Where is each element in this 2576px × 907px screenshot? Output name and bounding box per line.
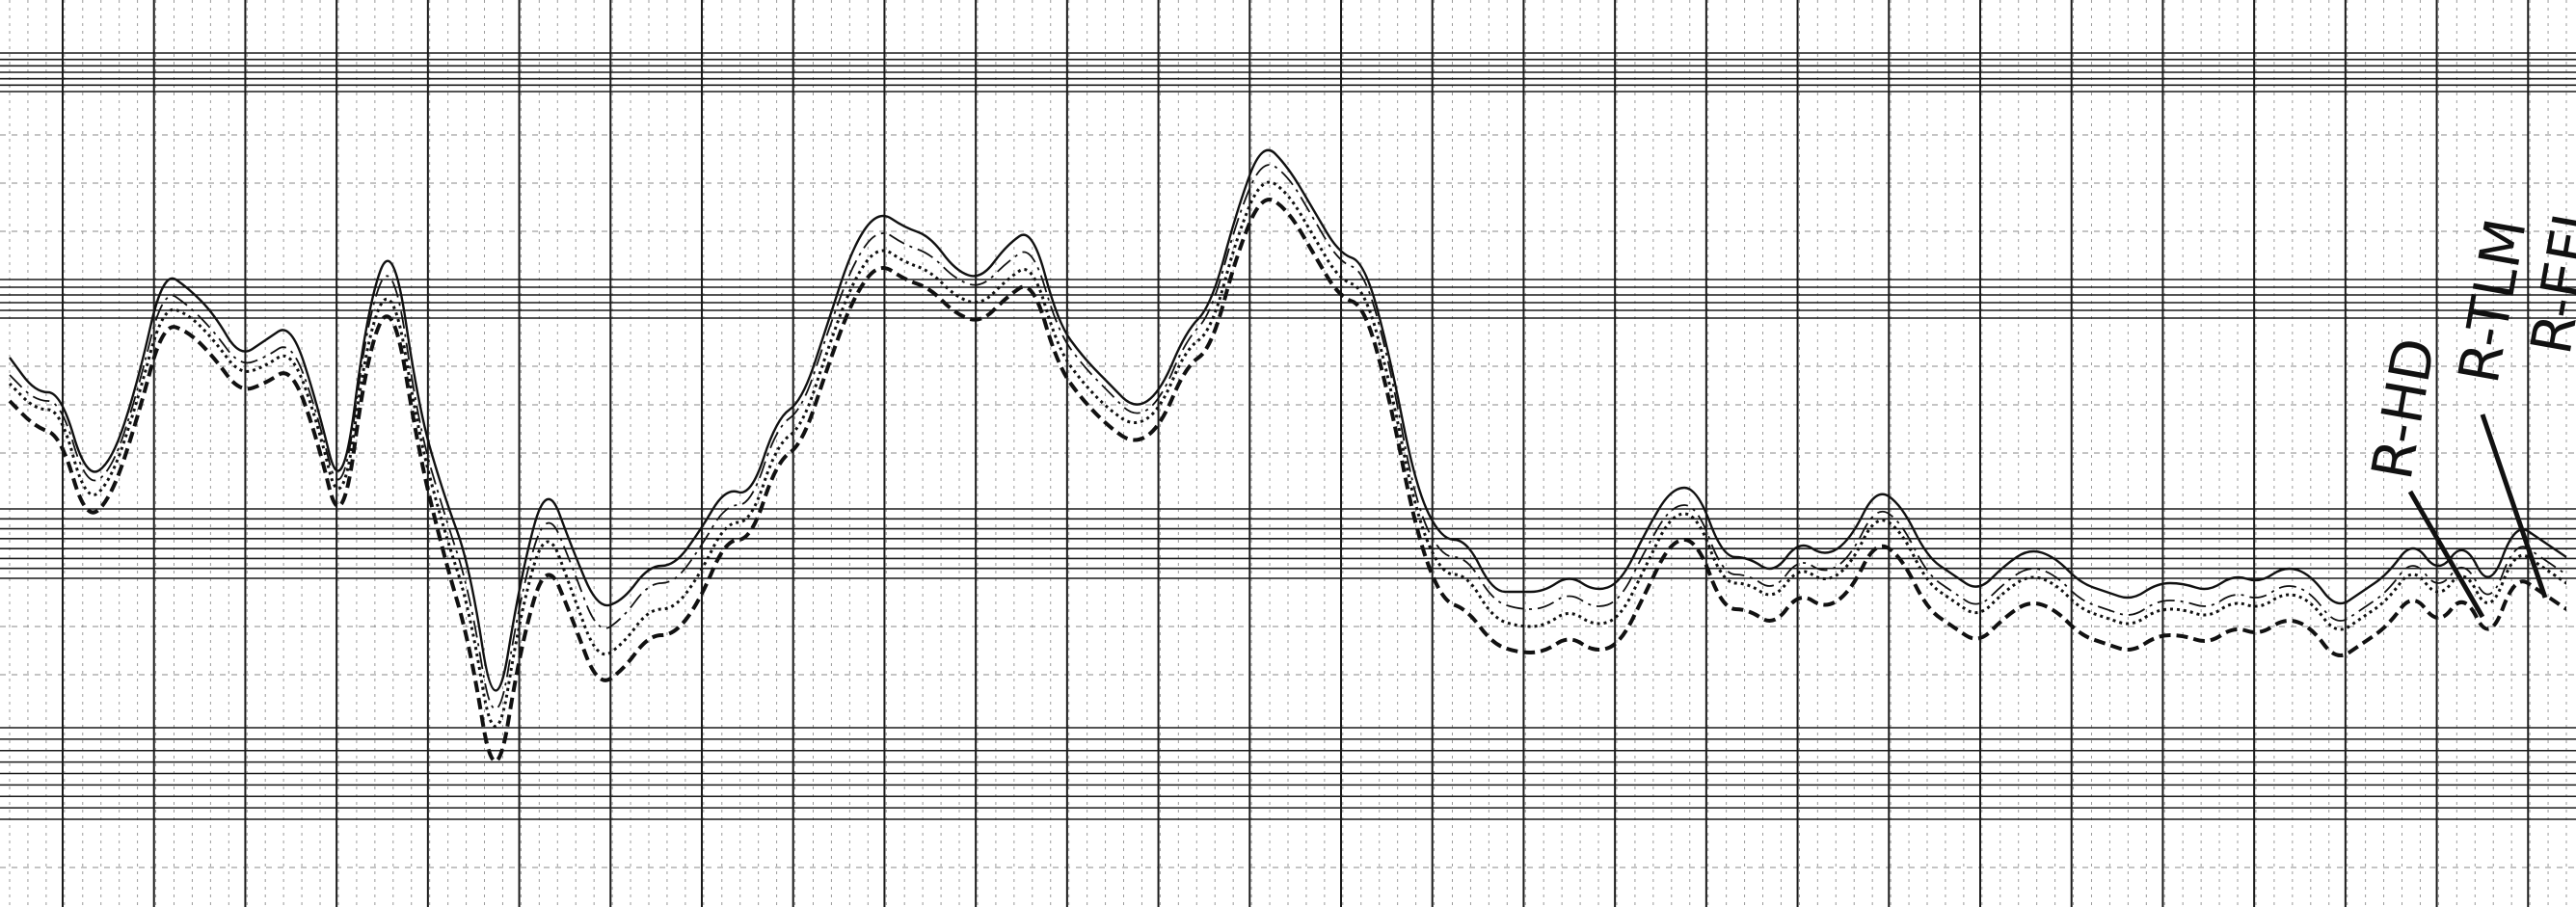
series-line-dashed [8, 198, 2568, 763]
annotation-r-hd: R-HD [2359, 333, 2449, 485]
annotation-r-tlm: R-TLM [2446, 214, 2539, 388]
series-layer [8, 148, 2568, 763]
series-line-dash-dot [9, 164, 2567, 710]
annotation-pointer-r-tlm [2480, 413, 2548, 599]
series-line-dotted [8, 180, 2567, 728]
annotation-pointer-r-hd [2407, 490, 2485, 619]
series-line-solid [9, 148, 2567, 692]
